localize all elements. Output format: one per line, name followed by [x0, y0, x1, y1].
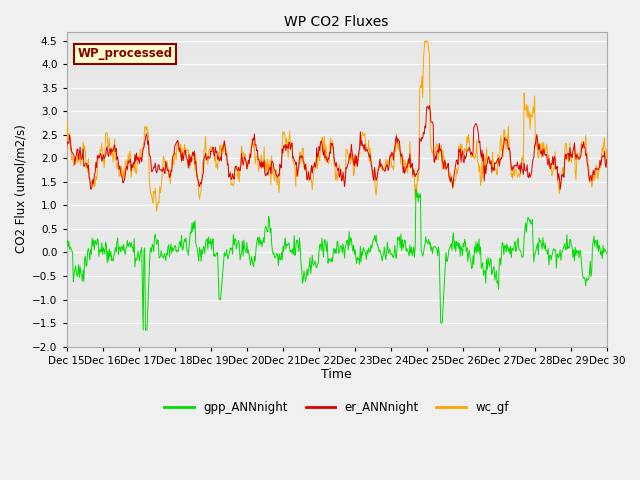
Legend: gpp_ANNnight, er_ANNnight, wc_gf: gpp_ANNnight, er_ANNnight, wc_gf	[159, 396, 514, 419]
Title: WP CO2 Fluxes: WP CO2 Fluxes	[284, 15, 389, 29]
X-axis label: Time: Time	[321, 368, 352, 381]
Text: WP_processed: WP_processed	[77, 48, 173, 60]
Y-axis label: CO2 Flux (umol/m2/s): CO2 Flux (umol/m2/s)	[15, 125, 28, 253]
